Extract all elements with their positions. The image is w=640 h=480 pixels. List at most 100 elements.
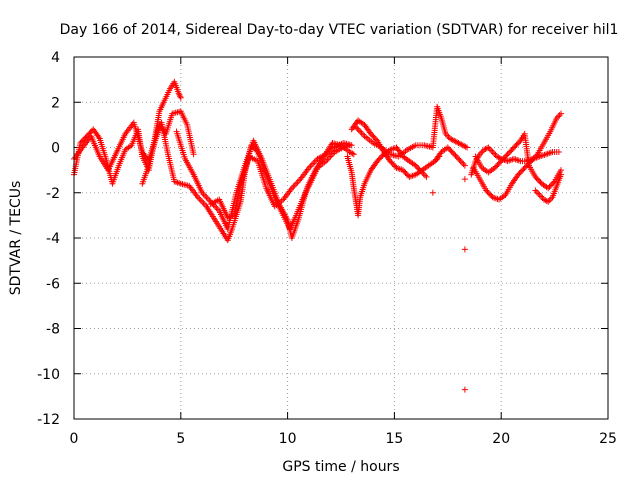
data-point-marker (513, 141, 520, 148)
data-point-marker (455, 155, 462, 162)
data-point-marker (308, 161, 315, 168)
data-point-marker (293, 180, 300, 187)
data-point-marker (558, 110, 565, 117)
y-tick-label: -10 (37, 367, 60, 383)
data-point-marker (447, 147, 454, 154)
data-point-marker (367, 130, 374, 137)
data-point-marker (532, 173, 539, 180)
data-point-marker (388, 159, 395, 166)
data-point-marker (512, 143, 519, 150)
y-tick-label: -4 (46, 231, 60, 247)
y-tick-label: -2 (46, 186, 60, 202)
x-axis-label: GPS time / hours (282, 459, 399, 475)
data-point-marker (533, 188, 540, 195)
data-point-marker (498, 158, 505, 165)
data-point-marker (402, 169, 409, 176)
data-point-marker (464, 144, 471, 151)
data-point-marker (550, 179, 557, 186)
data-point-marker (504, 151, 511, 158)
y-tick-label: -12 (37, 412, 60, 428)
data-point-marker (461, 162, 468, 169)
data-point-marker (505, 149, 512, 156)
data-point-marker (460, 161, 467, 168)
x-tick-label: 5 (176, 431, 185, 447)
data-point-marker (526, 159, 533, 166)
x-tick-label: 25 (599, 431, 617, 447)
data-point-marker (516, 170, 523, 177)
data-point-marker (511, 144, 518, 151)
data-point-marker (390, 162, 397, 169)
data-point-marker (536, 192, 543, 199)
data-point-marker (533, 152, 540, 159)
data-point-marker (294, 179, 301, 186)
data-point-marker (449, 149, 456, 156)
data-point-marker (507, 148, 514, 155)
data-point-marker (202, 192, 209, 199)
data-point-marker (491, 150, 498, 157)
data-point-marker (81, 135, 88, 142)
data-point-marker (310, 160, 317, 167)
y-tick-label: -8 (46, 322, 60, 338)
data-point-marker (509, 145, 516, 152)
data-point-marker (448, 148, 455, 155)
x-tick-label: 15 (385, 431, 403, 447)
data-point-marker (399, 167, 406, 174)
data-point-marker (546, 183, 553, 190)
data-point-marker (446, 145, 453, 152)
data-point-marker (484, 188, 491, 195)
data-point-marker (516, 139, 523, 146)
data-point-marker (462, 143, 469, 150)
y-axis-label: SDTVAR / TECUs (8, 181, 24, 296)
data-point-marker (543, 198, 550, 205)
data-point-marker (373, 136, 380, 143)
data-point-marker (422, 172, 429, 179)
data-point-marker (556, 112, 563, 119)
data-points (71, 78, 565, 393)
data-point-marker (514, 140, 521, 147)
data-point-marker (532, 187, 539, 194)
data-point-marker (461, 386, 468, 393)
data-point-marker (414, 163, 421, 170)
data-point-marker (517, 168, 524, 175)
data-point-marker (357, 128, 364, 135)
data-point-marker (325, 155, 332, 162)
data-point-marker (196, 195, 203, 202)
data-point-marker (483, 187, 490, 194)
data-point-marker (485, 190, 492, 197)
data-point-marker (502, 154, 509, 161)
y-tick-label: 0 (51, 141, 60, 157)
data-point-marker (199, 198, 206, 205)
data-point-marker (387, 158, 394, 165)
data-point-marker (451, 151, 458, 158)
data-point-marker (350, 151, 357, 158)
data-point-marker (77, 139, 84, 146)
data-point-marker (491, 164, 498, 171)
data-point-marker (483, 145, 490, 152)
x-tick-label: 0 (70, 431, 79, 447)
data-point-marker (534, 176, 541, 183)
data-point-marker (204, 195, 211, 202)
data-point-marker (453, 154, 460, 161)
data-point-marker (558, 171, 565, 178)
data-point-marker (370, 133, 377, 140)
data-point-marker (444, 144, 451, 151)
data-point-marker (486, 146, 493, 153)
data-point-marker (530, 155, 537, 162)
data-point-marker (496, 159, 503, 166)
data-point-marker (213, 204, 220, 211)
data-point-marker (203, 194, 210, 201)
data-point-marker (520, 166, 527, 173)
data-point-marker (423, 173, 430, 180)
data-point-marker (515, 171, 522, 178)
data-point-marker (412, 162, 419, 169)
data-point-marker (295, 177, 302, 184)
data-point-marker (348, 142, 355, 149)
data-point-marker (371, 134, 378, 141)
data-point-marker (456, 156, 463, 163)
data-point-marker (290, 183, 297, 190)
plot-frame (73, 56, 609, 420)
data-point-marker (493, 163, 500, 170)
data-point-marker (489, 149, 496, 156)
data-point-marker (307, 163, 314, 170)
